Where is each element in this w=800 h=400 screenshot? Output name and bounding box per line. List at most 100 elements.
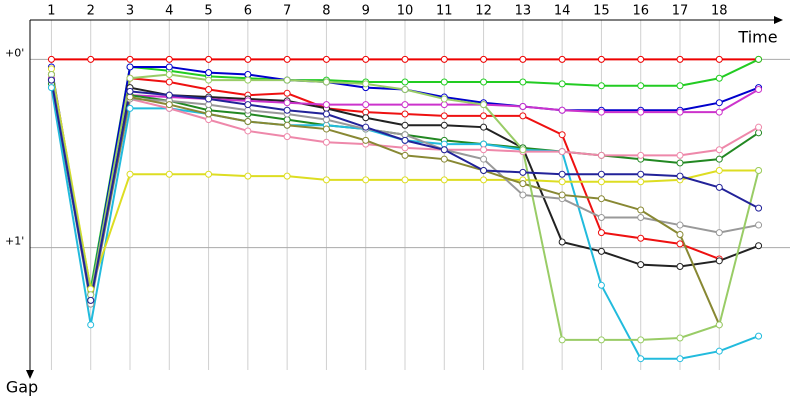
data-point xyxy=(715,155,723,163)
data-point xyxy=(755,332,763,340)
data-point xyxy=(244,70,252,78)
data-point xyxy=(637,336,645,344)
data-point xyxy=(480,146,488,154)
data-point xyxy=(165,63,173,71)
data-point xyxy=(362,101,370,109)
data-point xyxy=(47,76,55,84)
y-tick-label: +0' xyxy=(5,46,24,59)
x-tick-label: 11 xyxy=(436,4,453,19)
x-tick-label: 10 xyxy=(397,4,414,19)
data-point xyxy=(126,87,134,95)
data-point xyxy=(362,55,370,63)
data-point xyxy=(205,76,213,84)
data-point xyxy=(480,123,488,131)
data-point xyxy=(480,112,488,120)
data-point xyxy=(676,55,684,63)
data-point xyxy=(676,262,684,270)
data-point xyxy=(401,136,409,144)
data-point xyxy=(597,151,605,159)
data-point xyxy=(715,74,723,82)
data-point xyxy=(715,321,723,329)
data-point xyxy=(558,148,566,156)
x-tick-label: 5 xyxy=(204,4,212,19)
data-point xyxy=(715,55,723,63)
data-point xyxy=(715,108,723,116)
data-point xyxy=(676,108,684,116)
data-point xyxy=(676,172,684,180)
data-point xyxy=(715,183,723,191)
data-point xyxy=(322,110,330,118)
data-point xyxy=(205,95,213,103)
data-point xyxy=(283,99,291,107)
data-point xyxy=(519,112,527,120)
data-point xyxy=(558,55,566,63)
data-point xyxy=(126,63,134,71)
data-point xyxy=(676,355,684,363)
data-point xyxy=(165,101,173,109)
data-point xyxy=(87,296,95,304)
data-point xyxy=(676,221,684,229)
x-tick-label: 17 xyxy=(672,4,689,19)
data-point xyxy=(126,170,134,178)
data-point xyxy=(283,106,291,114)
data-point xyxy=(715,146,723,154)
data-point xyxy=(637,82,645,90)
data-point xyxy=(519,78,527,86)
data-point xyxy=(519,146,527,154)
data-point xyxy=(165,170,173,178)
data-point xyxy=(87,291,95,299)
data-point xyxy=(47,65,55,73)
x-tick-label: 4 xyxy=(165,4,173,19)
data-point xyxy=(597,336,605,344)
data-point xyxy=(558,80,566,88)
data-point xyxy=(244,106,252,114)
data-point xyxy=(401,78,409,86)
data-point xyxy=(87,55,95,63)
data-point xyxy=(597,178,605,186)
data-point xyxy=(47,55,55,63)
data-point xyxy=(244,172,252,180)
data-point xyxy=(362,176,370,184)
data-point xyxy=(480,55,488,63)
data-point xyxy=(755,55,763,63)
x-tick-label: 14 xyxy=(554,4,571,19)
data-point xyxy=(401,151,409,159)
data-point xyxy=(715,257,723,265)
data-point xyxy=(205,170,213,178)
data-point xyxy=(715,99,723,107)
data-point xyxy=(715,229,723,237)
data-point xyxy=(401,55,409,63)
data-point xyxy=(755,221,763,229)
data-point xyxy=(637,261,645,269)
data-point xyxy=(205,55,213,63)
data-point xyxy=(440,95,448,103)
data-point xyxy=(637,170,645,178)
data-point xyxy=(440,101,448,109)
data-point xyxy=(676,151,684,159)
x-tick-label: 13 xyxy=(515,4,532,19)
data-point xyxy=(597,195,605,203)
data-point xyxy=(519,55,527,63)
data-point xyxy=(480,140,488,148)
data-point xyxy=(755,129,763,137)
data-point xyxy=(440,121,448,129)
data-point xyxy=(440,55,448,63)
data-point xyxy=(283,89,291,97)
data-point xyxy=(480,155,488,163)
data-point xyxy=(205,116,213,124)
y-tick-label: +1' xyxy=(5,235,24,248)
data-point xyxy=(480,176,488,184)
data-point xyxy=(440,140,448,148)
data-point xyxy=(676,240,684,248)
data-point xyxy=(676,230,684,238)
x-tick-label: 18 xyxy=(711,4,728,19)
data-point xyxy=(362,136,370,144)
data-point xyxy=(165,78,173,86)
data-point xyxy=(322,138,330,146)
data-point xyxy=(362,108,370,116)
data-point xyxy=(401,176,409,184)
data-point xyxy=(637,178,645,186)
data-point xyxy=(283,76,291,84)
data-point xyxy=(558,131,566,139)
data-point xyxy=(244,101,252,109)
